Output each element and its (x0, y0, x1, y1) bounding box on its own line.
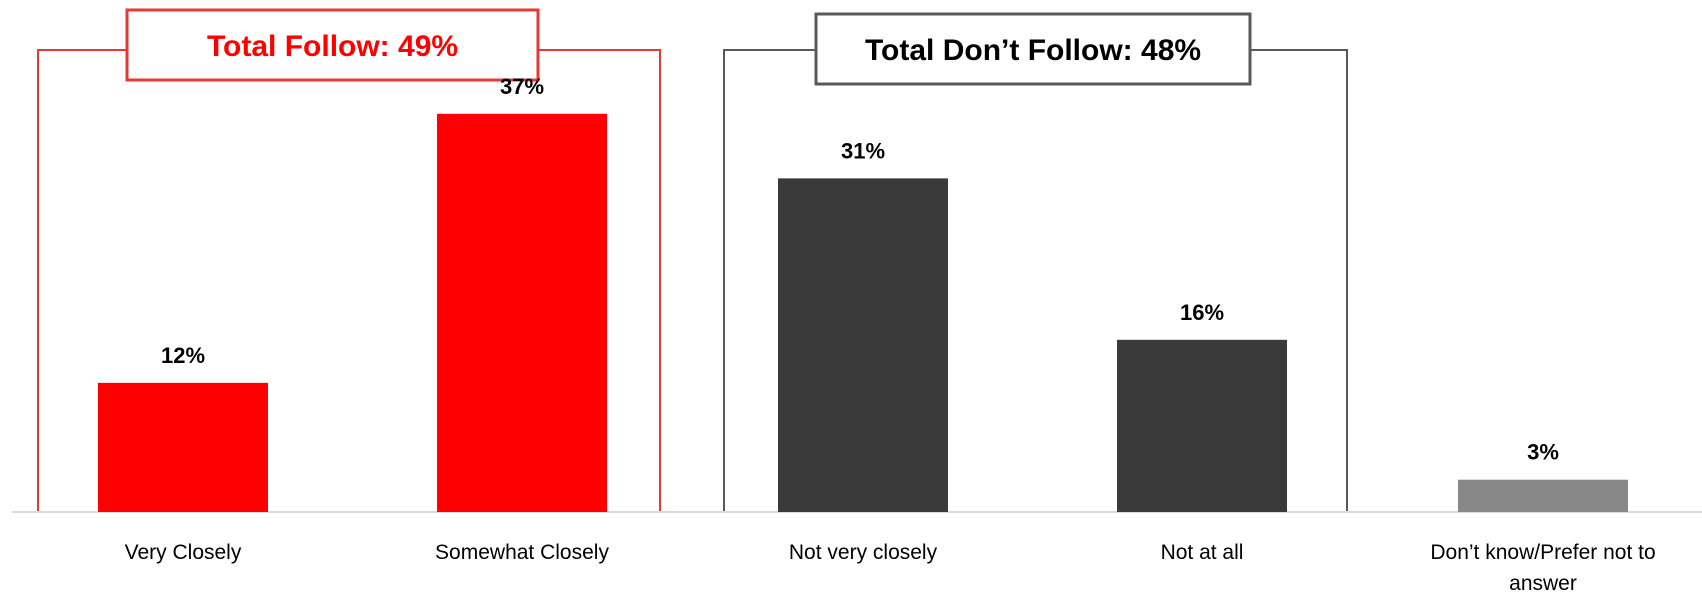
bar-somewhat-closely (437, 113, 607, 513)
value-labels: 12% 37% 31% 16% 3% (161, 74, 1559, 465)
value-label-not-at-all: 16% (1180, 300, 1224, 325)
group-boxes: Total Follow: 49% Total Don’t Follow: 48% (37, 8, 1348, 513)
total-dont-follow-title-box (814, 12, 1252, 86)
bar-not-very-closely (778, 178, 948, 512)
category-label-don-t-know-prefer-not-to-answer-line-1: Don’t know/Prefer not to (1430, 541, 1655, 564)
total-follow-title: Total Follow: 49% (207, 30, 458, 63)
total-follow-group: Total Follow: 49% (37, 8, 661, 513)
total-dont-follow-title: Total Don’t Follow: 48% (865, 34, 1201, 67)
bar-don-t-know-prefer-not-to-answer (1458, 479, 1628, 512)
category-labels: Very Closely Somewhat Closely Not very clo… (125, 541, 1656, 595)
value-label-don-t-know-prefer-not-to-answer: 3% (1527, 440, 1559, 465)
total-dont-follow-group: Total Don’t Follow: 48% (723, 12, 1348, 513)
bar-not-at-all (1117, 339, 1287, 512)
total-follow-title-box (125, 8, 540, 82)
bars (98, 113, 1628, 513)
value-label-not-very-closely: 31% (841, 138, 885, 163)
category-label-not-very-closely: Not very closely (789, 541, 938, 564)
category-label-don-t-know-prefer-not-to-answer-line-2: answer (1509, 572, 1577, 595)
value-label-very-closely: 12% (161, 343, 205, 368)
category-label-not-at-all: Not at all (1161, 541, 1244, 564)
value-label-somewhat-closely: 37% (500, 74, 544, 99)
category-label-somewhat-closely: Somewhat Closely (435, 541, 609, 564)
category-label-very-closely: Very Closely (125, 541, 242, 564)
bar-very-closely (98, 382, 268, 512)
